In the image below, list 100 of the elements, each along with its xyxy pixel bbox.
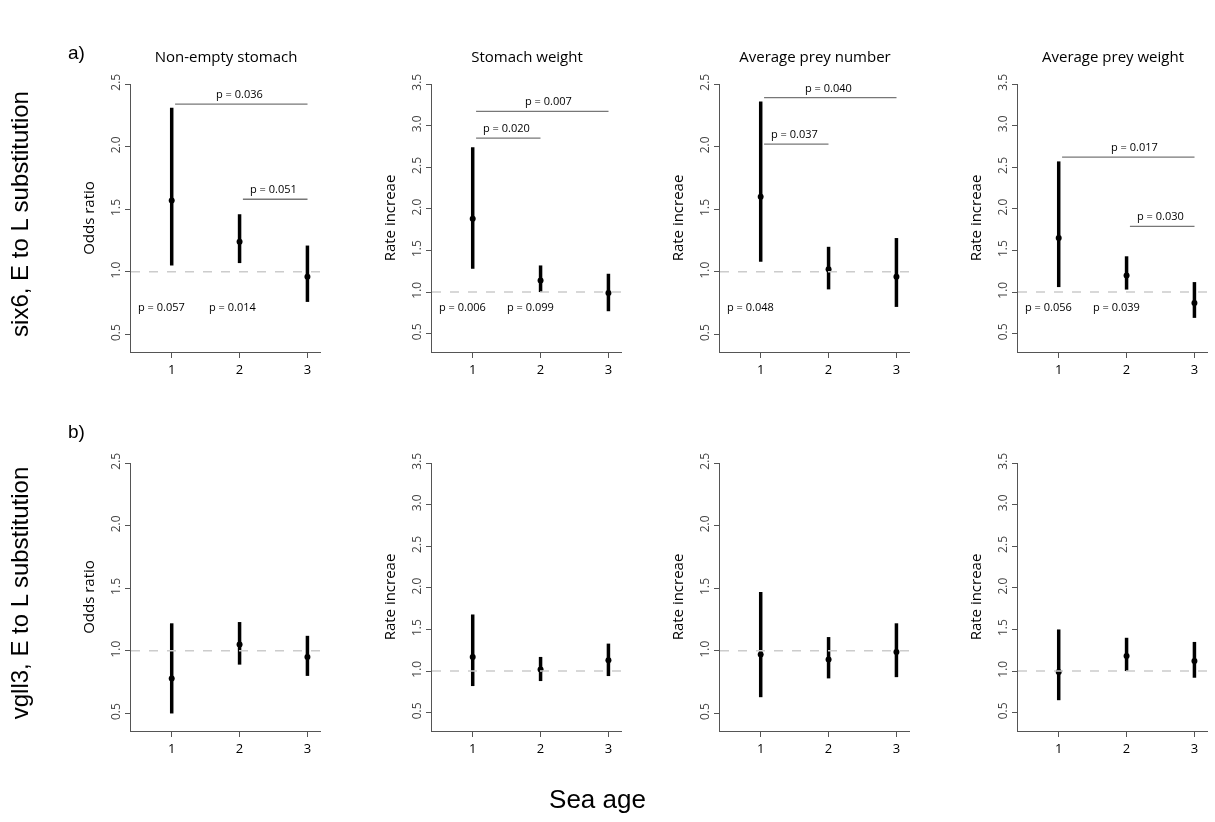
y-tick-label: 2.5 <box>408 156 426 174</box>
y-tick-label: 2.5 <box>107 73 125 91</box>
x-tick-label: 1 <box>756 738 765 757</box>
point <box>469 653 476 660</box>
chart-title: Average prey weight <box>1042 46 1184 67</box>
y-tick-label: 1.0 <box>107 261 125 279</box>
point <box>304 273 311 280</box>
x-tick-label: 2 <box>235 359 244 378</box>
annotation: p = 0.036 <box>216 86 263 101</box>
point <box>469 215 476 222</box>
y-tick-label: 0.5 <box>696 703 714 721</box>
y-tick-label: 1.5 <box>696 198 714 216</box>
annotation: p = 0.020 <box>483 120 530 135</box>
annotation: p = 0.051 <box>250 181 297 196</box>
y-tick-label: 3.5 <box>408 452 426 470</box>
point <box>1055 234 1062 241</box>
text: b) <box>68 421 85 443</box>
annotation: p = 0.030 <box>1137 208 1184 223</box>
y-tick-label: 1.5 <box>107 198 125 216</box>
y-tick-label: 3.0 <box>994 494 1012 512</box>
y-tick-label: 0.5 <box>994 323 1012 341</box>
y-tick-label: 2.0 <box>107 136 125 154</box>
y-tick-label: 0.5 <box>107 324 125 342</box>
y-axis-title: Odds ratio <box>78 560 99 634</box>
x-tick-label: 2 <box>536 359 545 378</box>
annotation: p = 0.014 <box>209 299 257 314</box>
x-tick-label: 2 <box>824 359 833 378</box>
y-axis-title: Rate increae <box>965 553 986 641</box>
x-tick-label: 3 <box>892 359 901 378</box>
x-tick-label: 1 <box>167 359 176 378</box>
y-tick-label: 3.5 <box>408 73 426 91</box>
y-tick-label: 0.5 <box>107 703 125 721</box>
point <box>236 641 243 648</box>
y-tick-label: 3.5 <box>994 73 1012 91</box>
y-tick-label: 2.0 <box>408 198 426 216</box>
text: a) <box>68 42 85 64</box>
point <box>168 675 175 682</box>
y-tick-label: 2.0 <box>994 198 1012 216</box>
point <box>1123 272 1130 279</box>
y-tick-label: 2.5 <box>408 535 426 553</box>
x-tick-label: 3 <box>892 738 901 757</box>
text: six6, E to L substitution <box>6 90 34 339</box>
point <box>825 266 832 273</box>
y-axis-title: Rate increae <box>379 174 400 262</box>
text: vgll3, E to L substitution <box>6 465 34 722</box>
y-tick-label: 2.0 <box>107 515 125 533</box>
y-axis-title: Rate increae <box>667 174 688 262</box>
y-tick-label: 0.5 <box>408 702 426 720</box>
x-tick-label: 3 <box>1190 359 1199 378</box>
annotation: p = 0.048 <box>727 299 774 314</box>
point <box>168 197 175 204</box>
annotation: p = 0.037 <box>771 126 818 141</box>
y-tick-label: 1.5 <box>408 619 426 637</box>
y-tick-label: 3.0 <box>408 494 426 512</box>
y-tick-label: 1.0 <box>107 640 125 658</box>
x-tick-label: 1 <box>167 738 176 757</box>
x-tick-label: 3 <box>604 359 613 378</box>
annotation: p = 0.006 <box>439 299 486 314</box>
annotation: p = 0.007 <box>525 93 572 108</box>
y-tick-label: 1.5 <box>408 240 426 258</box>
y-tick-label: 1.0 <box>408 281 426 299</box>
point <box>537 277 544 284</box>
x-tick-label: 2 <box>1122 738 1131 757</box>
x-tick-label: 1 <box>1054 738 1063 757</box>
x-tick-label: 2 <box>824 738 833 757</box>
y-tick-label: 3.5 <box>994 452 1012 470</box>
x-tick-label: 1 <box>756 359 765 378</box>
point <box>236 238 243 245</box>
x-tick-label: 2 <box>536 738 545 757</box>
y-axis-title: Rate increae <box>965 174 986 262</box>
x-tick-label: 3 <box>303 738 312 757</box>
x-tick-label: 2 <box>1122 359 1131 378</box>
y-tick-label: 3.0 <box>408 115 426 133</box>
y-tick-label: 1.5 <box>994 240 1012 258</box>
annotation: p = 0.057 <box>138 299 185 314</box>
y-tick-label: 0.5 <box>994 702 1012 720</box>
annotation: p = 0.040 <box>805 80 852 95</box>
x-tick-label: 1 <box>1054 359 1063 378</box>
point <box>605 289 612 296</box>
x-tick-label: 3 <box>1190 738 1199 757</box>
x-tick-label: 1 <box>468 359 477 378</box>
y-tick-label: 2.0 <box>696 515 714 533</box>
y-tick-label: 2.5 <box>696 73 714 91</box>
point <box>304 654 311 661</box>
y-tick-label: 1.0 <box>696 640 714 658</box>
y-tick-label: 0.5 <box>408 323 426 341</box>
y-tick-label: 2.5 <box>696 452 714 470</box>
point <box>893 273 900 280</box>
annotation: p = 0.099 <box>507 299 554 314</box>
point <box>605 657 612 664</box>
y-tick-label: 1.0 <box>994 281 1012 299</box>
y-tick-label: 2.5 <box>994 156 1012 174</box>
y-tick-label: 3.0 <box>994 115 1012 133</box>
y-tick-label: 1.5 <box>107 577 125 595</box>
y-tick-label: 2.0 <box>408 577 426 595</box>
chart-title: Stomach weight <box>471 46 583 67</box>
y-tick-label: 1.0 <box>408 660 426 678</box>
x-axis-title: Sea age <box>548 784 647 815</box>
y-tick-label: 0.5 <box>696 324 714 342</box>
point <box>757 193 764 200</box>
